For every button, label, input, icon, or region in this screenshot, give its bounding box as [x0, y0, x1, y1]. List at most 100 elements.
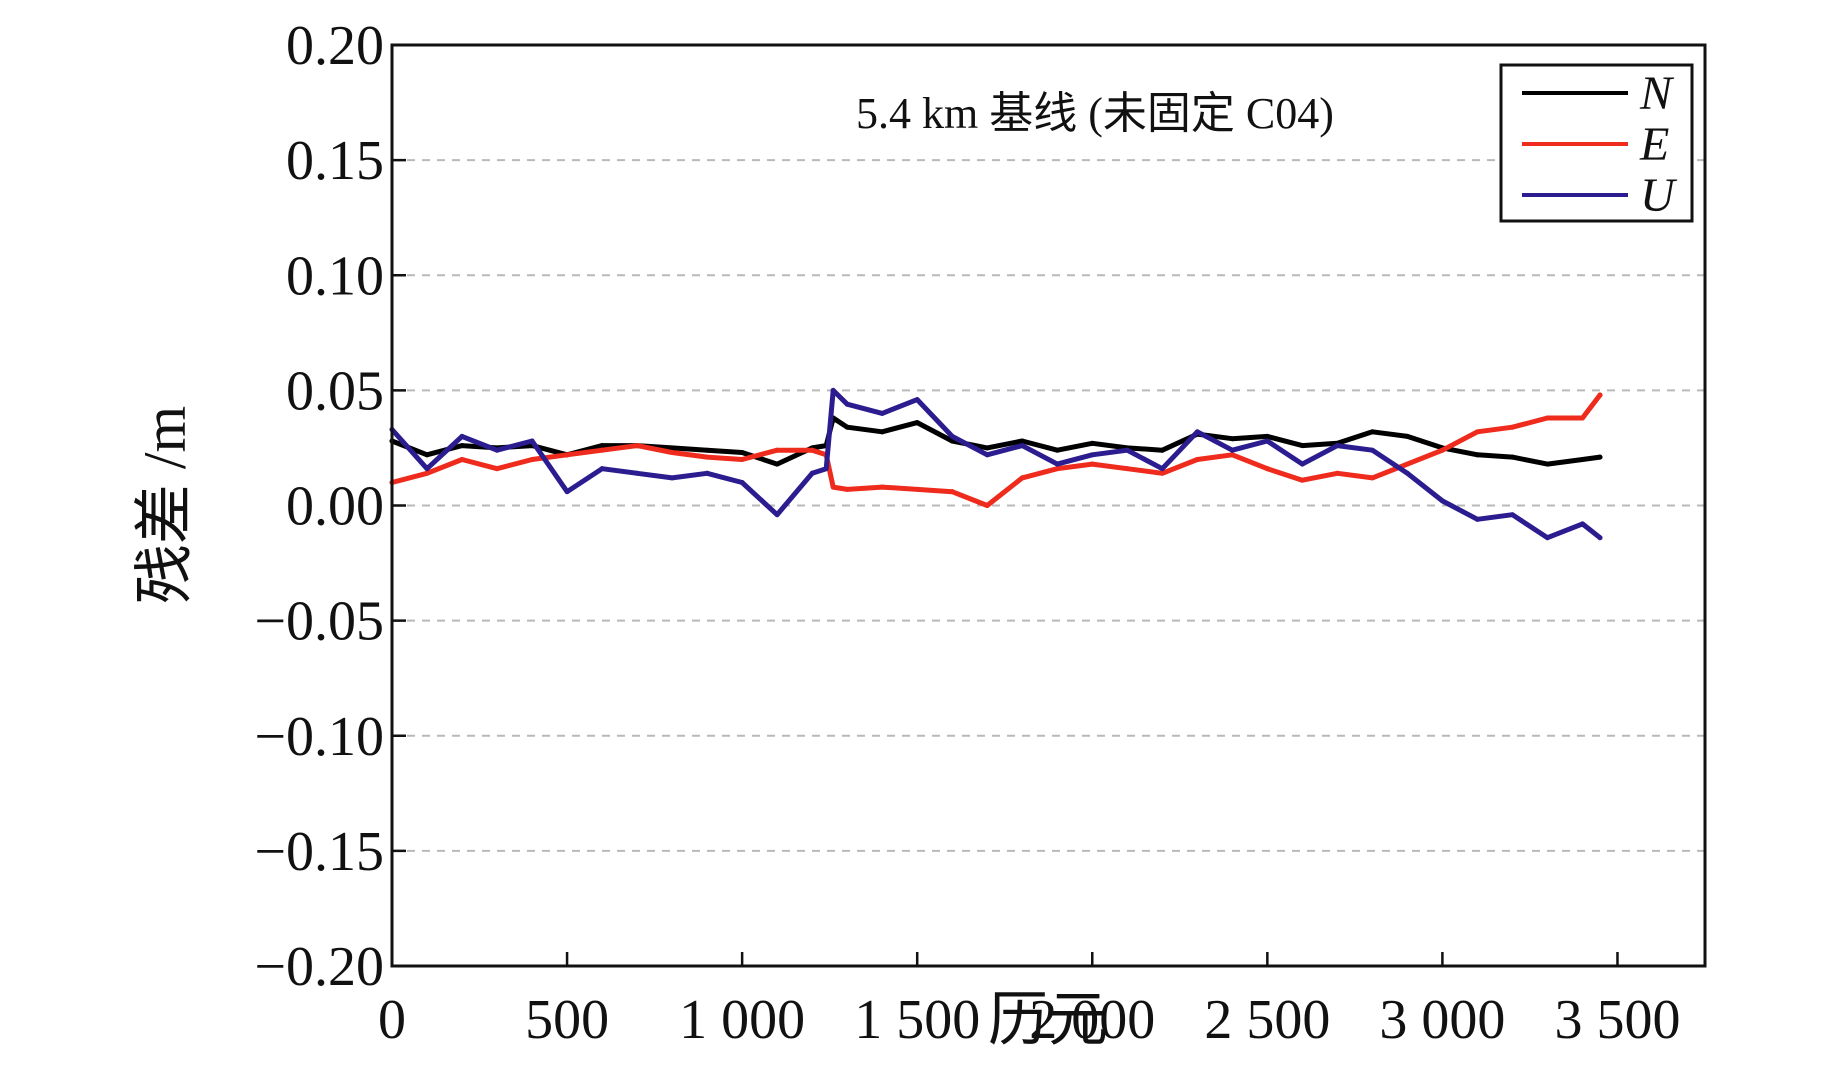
data-point-N — [599, 443, 605, 449]
data-point-U — [1334, 443, 1340, 449]
data-point-U — [1579, 521, 1585, 527]
data-point-E — [424, 470, 430, 476]
data-point-N — [774, 461, 780, 467]
legend-label-N: N — [1639, 67, 1675, 120]
data-point-E — [1124, 466, 1130, 472]
x-tick-label: 3 000 — [1379, 989, 1505, 1051]
x-axis-title: 历元 — [988, 987, 1108, 1053]
data-point-U — [879, 410, 885, 416]
y-tick-label: −0.05 — [254, 591, 384, 653]
data-point-U — [823, 466, 829, 472]
x-tick-label: 500 — [525, 989, 609, 1051]
data-point-N — [1579, 456, 1585, 462]
data-point-E — [879, 484, 885, 490]
data-point-N — [1597, 454, 1603, 460]
data-point-U — [459, 433, 465, 439]
data-point-U — [1159, 466, 1165, 472]
legend-items: NEU — [1522, 67, 1678, 222]
y-tick-label: 0.20 — [286, 15, 384, 77]
x-tick-label: 0 — [378, 989, 406, 1051]
data-point-U — [1054, 461, 1060, 467]
data-point-U — [774, 512, 780, 518]
data-point-E — [1159, 470, 1165, 476]
data-point-N — [669, 445, 675, 451]
y-tick-label: 0.05 — [286, 360, 384, 422]
data-point-N — [879, 429, 885, 435]
data-point-E — [529, 456, 535, 462]
data-point-N — [844, 424, 850, 430]
data-point-U — [1474, 516, 1480, 522]
data-point-E — [1474, 429, 1480, 435]
data-point-U — [1404, 470, 1410, 476]
x-tick-label: 3 500 — [1554, 989, 1680, 1051]
data-point-U — [1509, 512, 1515, 518]
y-tick-label: −0.15 — [254, 821, 384, 883]
legend: NEU — [1499, 63, 1694, 223]
data-point-N — [1264, 433, 1270, 439]
data-point-U — [1439, 498, 1445, 504]
data-point-U — [669, 475, 675, 481]
data-point-U — [1124, 447, 1130, 453]
data-point-E — [1089, 461, 1095, 467]
data-point-U — [1019, 443, 1025, 449]
series-line-U — [389, 387, 1603, 541]
data-point-U — [914, 397, 920, 403]
data-point-E — [739, 456, 745, 462]
x-tick-label: 2 000 — [1029, 989, 1155, 1051]
data-point-U — [984, 452, 990, 458]
y-tick-label: 0.00 — [286, 476, 384, 538]
x-tick-label: 1 500 — [854, 989, 980, 1051]
data-point-N — [1229, 436, 1235, 442]
data-point-E — [1299, 477, 1305, 483]
data-point-E — [1404, 461, 1410, 467]
data-point-U — [1299, 461, 1305, 467]
chart-annotation: 5.4 km 基线 (未固定 C04) — [856, 89, 1334, 138]
data-point-E — [914, 486, 920, 492]
data-point-E — [1509, 424, 1515, 430]
data-point-U — [1544, 535, 1550, 541]
legend-label-U: U — [1640, 169, 1678, 222]
data-point-N — [1544, 461, 1550, 467]
data-point-U — [1264, 438, 1270, 444]
y-tick-label: 0.15 — [286, 130, 384, 192]
series-lines — [389, 387, 1603, 541]
series-line-E — [389, 392, 1603, 508]
data-point-E — [1054, 466, 1060, 472]
data-point-E — [634, 443, 640, 449]
data-point-E — [564, 452, 570, 458]
x-tick-label: 2 500 — [1204, 989, 1330, 1051]
data-point-E — [494, 466, 500, 472]
data-point-U — [1089, 452, 1095, 458]
data-point-N — [424, 452, 430, 458]
data-point-U — [844, 401, 850, 407]
data-point-U — [599, 466, 605, 472]
data-point-N — [704, 447, 710, 453]
data-point-E — [704, 454, 710, 460]
data-point-E — [1544, 415, 1550, 421]
data-point-N — [1299, 443, 1305, 449]
data-point-U — [1369, 447, 1375, 453]
data-point-N — [1509, 454, 1515, 460]
data-point-E — [1194, 456, 1200, 462]
data-point-N — [1019, 438, 1025, 444]
data-point-N — [1159, 447, 1165, 453]
data-point-N — [1054, 447, 1060, 453]
data-point-U — [809, 470, 815, 476]
data-point-E — [669, 450, 675, 456]
data-point-E — [599, 447, 605, 453]
y-tick-label: −0.20 — [254, 936, 384, 998]
data-point-N — [459, 443, 465, 449]
data-point-U — [949, 433, 955, 439]
data-point-U — [564, 489, 570, 495]
data-point-E — [774, 447, 780, 453]
data-point-U — [739, 479, 745, 485]
data-point-E — [1334, 470, 1340, 476]
data-point-N — [1404, 433, 1410, 439]
data-point-U — [1597, 535, 1603, 541]
legend-label-E: E — [1639, 118, 1669, 171]
data-point-E — [844, 486, 850, 492]
data-point-N — [1474, 452, 1480, 458]
data-point-U — [424, 466, 430, 472]
